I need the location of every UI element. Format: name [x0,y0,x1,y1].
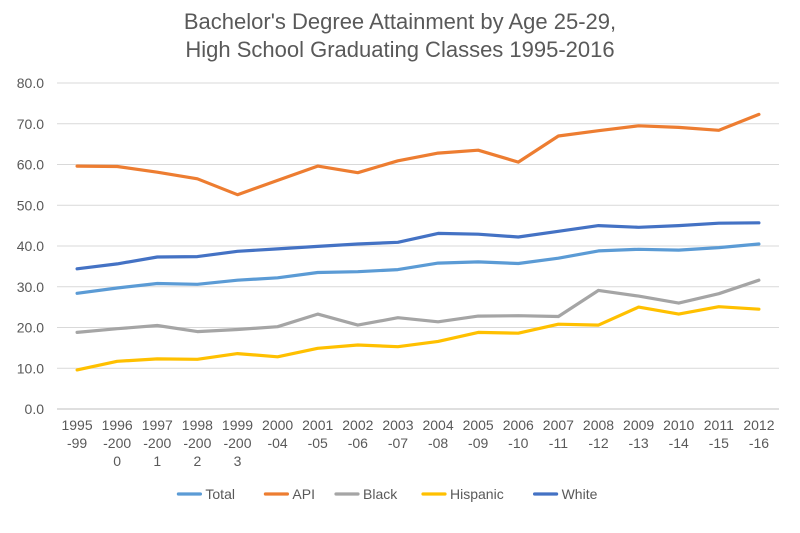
x-tick-label: -14 [669,435,689,451]
x-tick-label: -06 [348,435,368,451]
x-tick-label: 1999 [222,417,253,433]
series-lines [75,112,761,372]
y-tick-label: 70.0 [17,116,44,132]
legend-label: White [562,486,598,502]
x-tick-label: -99 [67,435,87,451]
chart-title-line-1: Bachelor's Degree Attainment by Age 25-2… [183,9,617,34]
x-tick-label: 2 [193,453,201,469]
x-tick-label: 2012 [743,417,774,433]
legend-item-black: Black [334,486,398,502]
legend-item-total: Total [176,486,235,502]
x-tick-label: -200 [143,435,171,451]
legend-label: API [292,486,315,502]
x-tick-label: -11 [549,435,568,451]
chart-title-line-2: High School Graduating Classes 1995-2016 [185,37,615,62]
x-tick-label: -04 [267,435,287,451]
x-tick-label: 2008 [583,417,614,433]
y-tick-label: 0.0 [25,401,45,417]
legend-item-white: White [532,486,598,502]
x-tick-label: 2005 [463,417,494,433]
x-tick-label: 3 [234,453,242,469]
y-tick-label: 20.0 [17,320,44,336]
y-tick-label: 80.0 [17,75,44,91]
legend-label: Total [205,486,235,502]
legend-label: Black [363,486,398,502]
y-tick-label: 30.0 [17,279,44,295]
x-tick-label: -200 [223,435,251,451]
series-line-total [75,242,761,295]
x-tick-label: -13 [628,435,648,451]
x-tick-label: -10 [508,435,528,451]
chart-title: Bachelor's Degree Attainment by Age 25-2… [0,8,800,64]
series-line-hispanic [75,305,761,372]
y-axis: 0.0 10.0 20.0 30.0 40.0 50.0 60.0 70.0 80.0 [17,75,44,417]
x-tick-label: 2006 [503,417,534,433]
x-tick-label: 2000 [262,417,293,433]
legend: Total API Black Hispanic White [176,486,598,502]
x-tick-label: 2009 [623,417,654,433]
legend-item-api: API [263,486,315,502]
x-tick-label: -200 [183,435,211,451]
x-tick-label: 1996 [102,417,133,433]
x-tick-label: -200 [103,435,131,451]
y-tick-label: 10.0 [17,360,44,376]
x-tick-label: 2004 [422,417,453,433]
x-tick-label: -16 [749,435,769,451]
series-line-api [75,112,761,197]
x-tick-label: 1997 [142,417,173,433]
x-tick-label: 1998 [182,417,213,433]
x-tick-label: -09 [468,435,488,451]
x-tick-label: 1995 [61,417,92,433]
y-tick-label: 40.0 [17,238,44,254]
x-tick-label: 2011 [704,417,734,433]
series-line-white [75,221,761,271]
y-tick-label: 60.0 [17,157,44,173]
gridlines [57,82,779,410]
x-tick-label: -07 [388,435,408,451]
x-tick-label: -08 [428,435,448,451]
x-tick-label: 2007 [543,417,574,433]
x-tick-label: 1 [153,453,161,469]
x-tick-label: 2002 [342,417,373,433]
y-tick-label: 50.0 [17,197,44,213]
x-tick-label: -05 [308,435,328,451]
x-tick-label: -15 [709,435,729,451]
x-tick-label: 2010 [663,417,694,433]
x-tick-label: 2003 [382,417,413,433]
legend-label: Hispanic [450,486,504,502]
x-tick-label: 0 [113,453,121,469]
x-tick-label: 2001 [302,417,333,433]
x-tick-label: -12 [588,435,608,451]
legend-item-hispanic: Hispanic [421,486,504,502]
x-axis: 1995 -99 1996 -200 0 1997 -200 1 1998 -200 2 1999 -2… [61,417,774,469]
series-line-black [75,278,761,334]
